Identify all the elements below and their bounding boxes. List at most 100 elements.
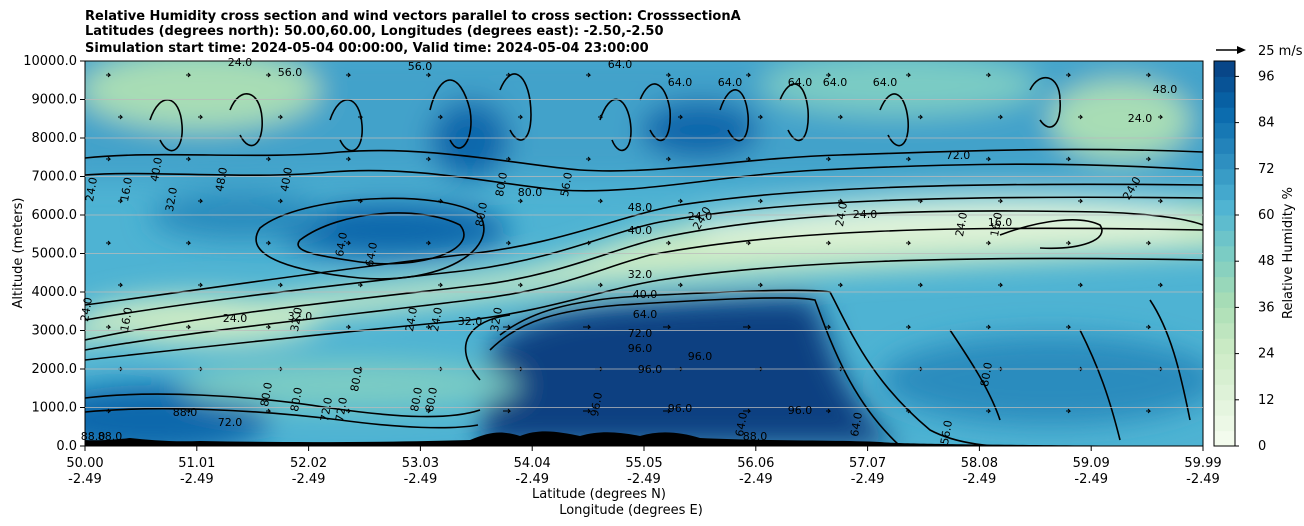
contour-label: 32.0: [163, 186, 180, 212]
contour-label: 56.0: [938, 419, 955, 445]
wind-vector: [826, 324, 832, 330]
contour-line-17: [1079, 329, 1121, 441]
wind-vector: [266, 324, 272, 330]
wind-vector: [506, 240, 512, 246]
contour-label: 64.0: [788, 76, 813, 89]
x-tick-label-lon: -2.49: [963, 472, 997, 487]
colorbar-ticks: 0 12 24 36 48 60 72 84 96: [1235, 69, 1275, 454]
wind-vector: [118, 198, 124, 204]
contour-label: 72.0: [628, 327, 653, 340]
wind-vector: [758, 198, 764, 204]
wind-vector: [743, 324, 752, 330]
colorbar-band: [1214, 322, 1235, 339]
colorbar-band: [1214, 292, 1235, 308]
contour-label: 64.0: [633, 308, 658, 321]
colorbar-tick-label: 72: [1258, 162, 1275, 177]
upper-light-patch-3: [1050, 80, 1190, 160]
wind-vector: [266, 156, 272, 162]
colorbar-band: [1214, 215, 1235, 231]
contour-label: 72.0: [946, 149, 971, 162]
x-tick-label-lat: 51.01: [178, 456, 215, 471]
colorbar-tick-label: 0: [1258, 439, 1266, 454]
contour-label: 64.0: [848, 411, 865, 437]
wind-vector: [1146, 156, 1152, 162]
wind-vector: [1066, 408, 1072, 414]
x-tick-label-lon: -2.49: [404, 472, 438, 487]
wind-vector: [1146, 324, 1152, 330]
contour-line-25: [879, 93, 909, 147]
contour-label: 16.0: [118, 306, 135, 332]
wind-vector: [586, 156, 592, 162]
wind-vector: [1078, 114, 1084, 120]
contour-label: 64.0: [873, 76, 898, 89]
contour-label: 16.0: [988, 211, 1005, 237]
contour-label: 24.0: [833, 201, 850, 227]
wind-vector: [758, 114, 764, 120]
contour-line-1: [85, 210, 1203, 341]
contour-line-28: [229, 93, 263, 147]
wind-vector: [106, 240, 112, 246]
contour-label: 72.0: [333, 396, 350, 422]
x-tick-label-lat: 57.07: [849, 456, 886, 471]
wind-vector: [503, 324, 512, 330]
wind-vector: [186, 156, 192, 162]
colorbar-band: [1214, 276, 1235, 293]
colorbar-band: [1214, 199, 1235, 216]
y-tick-label: 0.0: [56, 439, 77, 454]
wind-vector: [358, 198, 364, 204]
wind-vector: [758, 282, 764, 288]
wind-vector: [106, 324, 112, 330]
colorbar-tick-label: 60: [1258, 208, 1275, 223]
y-axis-label: Altitude (meters): [11, 198, 26, 309]
colorbar-tick-label: 24: [1258, 347, 1275, 362]
contour-label: 96.0: [788, 404, 813, 417]
wind-vector: [106, 72, 112, 78]
x-tick-label-lat: 54.04: [514, 456, 551, 471]
gridlines: [85, 99, 1203, 408]
mid-moist-band: [270, 202, 510, 258]
contour-label: 24.0: [83, 176, 100, 202]
upper-dark-patch-2: [640, 100, 760, 160]
wind-vector: [986, 72, 992, 78]
wind-vector: [358, 282, 364, 288]
colorbar-band: [1214, 353, 1235, 370]
x-axis-label-2: Longitude (degrees E): [559, 503, 703, 518]
contour-label: 64.0: [668, 76, 693, 89]
wind-vector: [1078, 282, 1084, 288]
contour-label: 96.0: [588, 391, 605, 417]
wind-vector: [746, 72, 752, 78]
contour-label: 64.0: [718, 76, 743, 89]
contour-label: 80.0: [288, 386, 305, 412]
contour-label: 64.0: [733, 411, 750, 437]
contour-label: 40.0: [278, 166, 295, 192]
contour-label: 56.0: [278, 66, 303, 79]
contour-line-9: [85, 393, 481, 418]
y-tick-label: 2000.0: [32, 362, 78, 377]
wind-vector: [678, 114, 684, 120]
wind-vector: [906, 72, 912, 78]
title-line-3: Simulation start time: 2024-05-04 00:00:…: [85, 41, 649, 56]
x-tick-label-lat: 55.05: [625, 456, 662, 471]
contour-label: 24.0: [1128, 112, 1153, 125]
wind-vector: [906, 324, 912, 330]
wind-vector: [426, 72, 432, 78]
x-tick-label-lat: 56.06: [737, 456, 774, 471]
upper-dark-patch-1: [430, 100, 510, 180]
x-tick-label-lat: 58.08: [961, 456, 998, 471]
wind-vector: [506, 72, 512, 78]
x-tick-label-lon: -2.49: [1074, 472, 1108, 487]
contour-label: 32.0: [288, 310, 313, 323]
wind-vector: [346, 324, 352, 330]
colorbar-band: [1214, 230, 1235, 247]
wind-vector: [586, 72, 592, 78]
wind-vector: [1146, 408, 1152, 414]
contour-label: 24.0: [228, 56, 253, 69]
colorbar-band: [1214, 261, 1235, 278]
contour-label: 56.0: [558, 171, 575, 197]
wind-vector: [426, 408, 432, 414]
wind-vector: [186, 324, 192, 330]
wind-vector: [266, 72, 272, 78]
x-tick-label-lat: 53.03: [402, 456, 439, 471]
x-tick-label-lat: 59.99: [1184, 456, 1221, 471]
colorbar-label: Relative Humidity %: [1281, 187, 1296, 319]
